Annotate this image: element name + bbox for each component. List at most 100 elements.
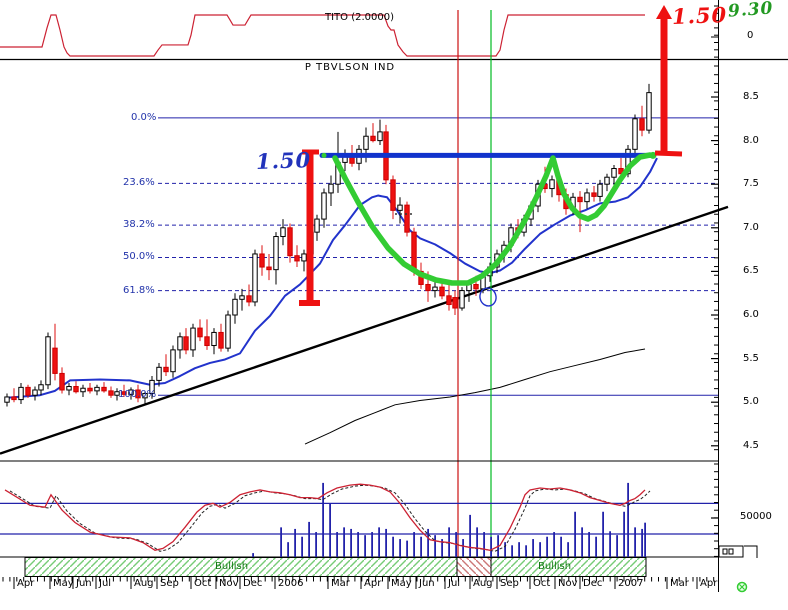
candle-body xyxy=(32,389,38,396)
volume-bar xyxy=(627,482,629,557)
candle-body xyxy=(549,179,555,190)
signal-ribbon xyxy=(24,557,718,577)
candle-body xyxy=(149,379,155,394)
candle-body xyxy=(314,218,320,233)
month-label-Dec: Dec xyxy=(583,578,603,589)
volume-bar xyxy=(420,536,422,557)
indicator-axis-zero-label: 0 xyxy=(747,30,754,41)
candle-body xyxy=(121,391,127,395)
candle-body xyxy=(370,135,376,142)
candle-body xyxy=(52,347,58,374)
candle-body xyxy=(452,297,458,309)
candle-body xyxy=(142,392,148,399)
candle-body xyxy=(301,253,307,262)
month-label-Aug: Aug xyxy=(473,578,493,589)
volume-bar xyxy=(641,528,643,557)
candle-body xyxy=(246,295,252,303)
volume-bar xyxy=(406,540,408,557)
mini-box-frame xyxy=(744,545,758,558)
candle-body xyxy=(363,135,369,150)
candle-body xyxy=(639,118,645,131)
projection-annotation: 1.50 xyxy=(671,2,728,29)
candle-body xyxy=(114,391,120,396)
candle-body xyxy=(321,192,327,220)
candle-body xyxy=(128,389,134,395)
ribbon-bullish-label: Bullish xyxy=(538,561,572,572)
candle-body xyxy=(232,298,238,316)
volume-bar xyxy=(595,536,597,557)
volume-bar xyxy=(574,511,576,557)
candle-body xyxy=(80,387,86,393)
candle-body xyxy=(25,386,31,396)
corner-widgets xyxy=(718,545,758,593)
month-label-May: May xyxy=(53,578,74,589)
candle-body xyxy=(591,192,597,197)
ribbon-segment-bullish xyxy=(490,557,647,577)
month-label-Apr: Apr xyxy=(17,578,35,589)
candle-body xyxy=(101,386,107,392)
price-tick-7.5: 7.5 xyxy=(743,178,759,190)
volume-bar xyxy=(518,542,520,557)
candle-body xyxy=(287,227,293,257)
candle-body xyxy=(177,336,183,351)
candle-body xyxy=(204,336,210,347)
ribbon-segment-none xyxy=(646,558,718,577)
volume-bar xyxy=(476,527,478,557)
month-label-Mar: Mar xyxy=(670,578,689,589)
candle-body xyxy=(584,192,590,203)
volume-bar xyxy=(581,527,583,557)
volume-bar xyxy=(602,511,604,557)
candle-body xyxy=(211,331,217,347)
candle-body xyxy=(390,179,396,211)
candle-body xyxy=(108,390,114,396)
price-target-annotation: 9.30 xyxy=(727,0,775,22)
osc-main-line xyxy=(4,483,646,551)
volume-bar xyxy=(616,535,618,557)
volume-bar xyxy=(308,521,310,557)
fib-label-50.0%: 50.0% xyxy=(123,251,155,263)
candle-body xyxy=(397,204,403,211)
month-label-Sep: Sep xyxy=(500,578,519,589)
price-tick-6.0: 6.0 xyxy=(743,309,759,320)
candle-body xyxy=(38,384,44,391)
volume-bar xyxy=(378,527,380,557)
breakout-scribble-circle xyxy=(479,287,497,307)
candle-body xyxy=(197,327,203,338)
mini-scroll-box[interactable] xyxy=(718,545,744,558)
resistance-start-dot xyxy=(321,152,327,158)
volume-bar xyxy=(441,539,443,557)
month-label-2007: 2007 xyxy=(618,578,644,589)
candle-body xyxy=(446,295,452,306)
candle-body xyxy=(439,286,445,297)
volume-bar xyxy=(553,532,555,557)
volume-bar xyxy=(364,535,366,557)
ribbon-segment-bearish xyxy=(456,557,492,577)
candle-body xyxy=(4,396,10,403)
candle-body xyxy=(156,366,162,381)
volume-bar xyxy=(294,528,296,557)
long-ma-line xyxy=(304,348,646,445)
candle-body xyxy=(377,131,383,142)
month-label-Jun: Jun xyxy=(76,578,92,589)
volume-bar xyxy=(539,542,541,557)
candle-body xyxy=(632,118,638,150)
candle-body xyxy=(94,386,100,392)
volume-bar xyxy=(532,539,534,557)
month-label-Apr: Apr xyxy=(700,578,718,589)
volume-bar xyxy=(427,528,429,557)
volume-bar xyxy=(483,532,485,557)
volume-axis-label: 50000 xyxy=(740,511,772,522)
indicator-title: TITO (2.0000) xyxy=(325,12,395,23)
month-label-Dec: Dec xyxy=(243,578,263,589)
candle-body xyxy=(597,183,603,197)
volume-bar xyxy=(287,542,289,557)
indicator-panel xyxy=(0,14,788,61)
month-label-Mar: Mar xyxy=(331,578,350,589)
month-label-2006: 2006 xyxy=(278,578,304,589)
candle-body xyxy=(239,295,245,300)
price-tick-7.0: 7.0 xyxy=(743,221,759,233)
candle-body xyxy=(432,286,438,292)
candle-body xyxy=(404,204,410,233)
volume-bar xyxy=(567,542,569,557)
